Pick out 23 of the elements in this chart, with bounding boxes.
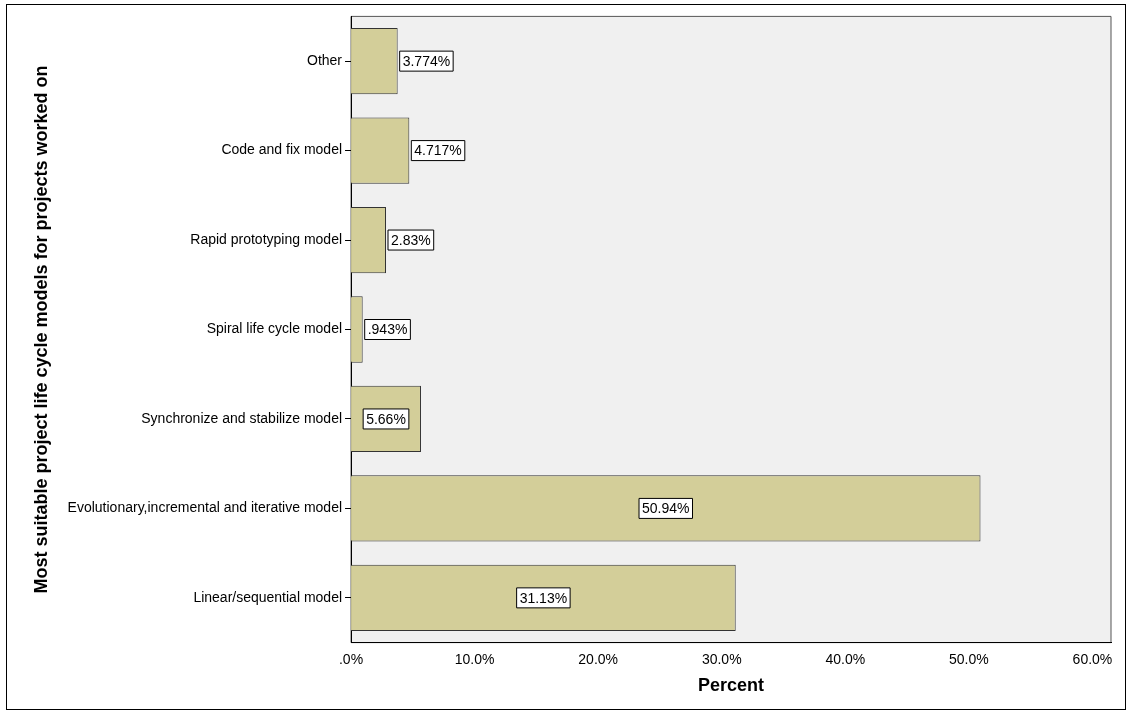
x-axis-title: Percent — [697, 675, 765, 696]
data-label: 3.774% — [402, 52, 451, 69]
y-tick-label: Synchronize and stabilize model — [141, 409, 343, 426]
x-tick-label: 60.0% — [1072, 650, 1113, 667]
data-label: 5.66% — [366, 410, 406, 427]
y-tick-label: Evolutionary,incremental and iterative model — [67, 499, 343, 516]
x-tick-label: 30.0% — [701, 650, 742, 667]
data-label: 50.94% — [642, 500, 690, 517]
x-tick-label: 40.0% — [825, 650, 866, 667]
y-tick-label: Rapid prototyping model — [190, 230, 343, 247]
x-tick-label: 50.0% — [949, 650, 989, 667]
data-label: 4.717% — [414, 142, 462, 159]
y-tick-label: Other — [307, 51, 343, 68]
data-label: 31.13% — [519, 589, 568, 606]
y-tick-label: Code and fix model — [221, 141, 343, 158]
x-tick-label: 10.0% — [454, 650, 495, 667]
y-tick-label: Spiral life cycle model — [206, 320, 343, 337]
data-label: .943% — [367, 321, 408, 338]
x-tick-label: .0% — [338, 650, 364, 667]
y-axis-title: Most suitable project life cycle models for projects worked on — [30, 65, 51, 594]
data-label: 2.83% — [391, 231, 431, 248]
x-tick-label: 20.0% — [578, 650, 619, 667]
y-tick-label: Linear/sequential model — [193, 588, 343, 605]
